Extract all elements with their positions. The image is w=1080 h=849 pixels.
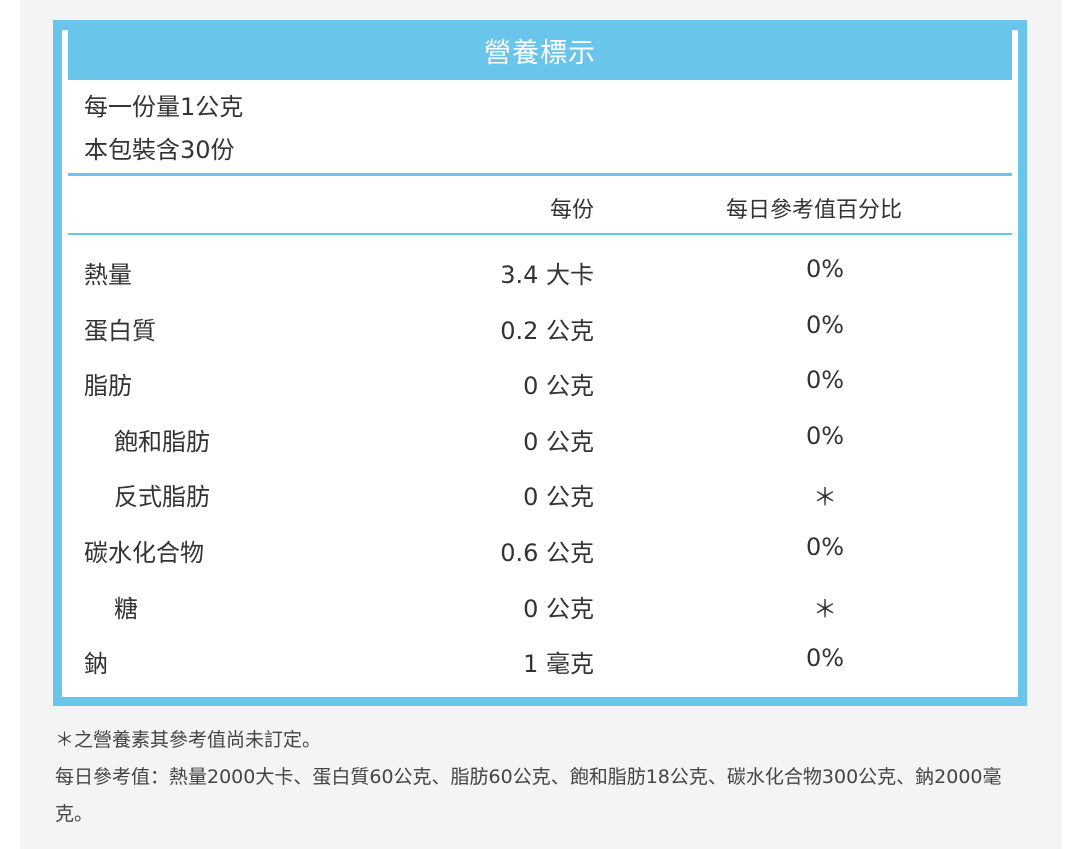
nutrient-name: 糖 <box>114 594 138 623</box>
nutrient-row-carbohydrate: 碳水化合物 0.6 公克 0% <box>68 521 1012 577</box>
label-title: 營養標示 <box>68 30 1012 80</box>
nutrient-amount: 0 公克 <box>523 594 594 623</box>
nutrition-label-inner: 營養標示 每一份量1公克 本包裝含30份 每份 每日參考值百分比 熱量 3.4 … <box>68 30 1012 697</box>
nutrient-amount: 0.6 公克 <box>500 538 594 567</box>
divider-top <box>68 173 1012 176</box>
nutrient-percent: 0% <box>805 366 845 395</box>
nutrient-percent: 0% <box>805 421 845 450</box>
nutrient-row-saturated-fat: 飽和脂肪 0 公克 0% <box>68 410 1012 466</box>
nutrient-table: 熱量 3.4 大卡 0% 蛋白質 0.2 公克 0% 脂肪 0 公克 0% 飽和… <box>68 235 1012 688</box>
reference-values-footnote: 每日參考值：熱量2000大卡、蛋白質60公克、脂肪60公克、飽和脂肪18公克、碳… <box>55 766 1002 825</box>
nutrient-name: 飽和脂肪 <box>114 427 210 456</box>
nutrient-amount: 1 毫克 <box>523 650 594 679</box>
nutrient-name: 熱量 <box>84 261 132 289</box>
nutrient-amount: 3.4 大卡 <box>500 261 594 289</box>
asterisk-footnote: ＊之營養素其參考值尚未訂定。 <box>55 729 322 751</box>
nutrient-name: 反式脂肪 <box>114 483 210 512</box>
nutrient-row-trans-fat: 反式脂肪 0 公克 ＊ <box>68 465 1012 521</box>
nutrient-name: 脂肪 <box>84 372 132 401</box>
nutrient-amount: 0.2 公克 <box>500 316 594 345</box>
nutrient-row-fat: 脂肪 0 公克 0% <box>68 354 1012 410</box>
serving-size: 每一份量1公克 <box>84 93 244 121</box>
nutrient-name: 蛋白質 <box>84 316 156 345</box>
nutrient-amount: 0 公克 <box>523 483 594 512</box>
nutrient-amount: 0 公克 <box>523 427 594 456</box>
nutrient-name: 鈉 <box>84 650 108 679</box>
nutrient-amount: 0 公克 <box>523 372 594 401</box>
nutrient-name: 碳水化合物 <box>84 538 204 567</box>
column-header-daily-value: 每日參考值百分比 <box>726 198 903 223</box>
nutrient-percent: ＊ <box>813 483 837 512</box>
column-header: 每份 每日參考值百分比 <box>68 176 1012 233</box>
nutrient-row-calories: 熱量 3.4 大卡 0% <box>68 243 1012 299</box>
nutrient-percent: 0% <box>805 644 845 673</box>
serving-info: 每一份量1公克 本包裝含30份 <box>68 80 1012 173</box>
nutrient-row-sugar: 糖 0 公克 ＊ <box>68 577 1012 633</box>
divider-header <box>68 233 1012 235</box>
footnotes: ＊之營養素其參考值尚未訂定。 每日參考值：熱量2000大卡、蛋白質60公克、脂肪… <box>55 722 1035 833</box>
nutrient-row-sodium: 鈉 1 毫克 0% <box>68 632 1012 688</box>
column-header-per-serving: 每份 <box>549 198 594 223</box>
nutrient-percent: ＊ <box>813 594 837 623</box>
nutrient-percent: 0% <box>805 532 845 561</box>
nutrient-percent: 0% <box>805 310 845 339</box>
servings-per-package: 本包裝含30份 <box>84 136 235 164</box>
nutrition-label: 營養標示 每一份量1公克 本包裝含30份 每份 每日參考值百分比 熱量 3.4 … <box>53 20 1027 706</box>
nutrient-percent: 0% <box>805 255 845 283</box>
nutrient-row-protein: 蛋白質 0.2 公克 0% <box>68 299 1012 355</box>
